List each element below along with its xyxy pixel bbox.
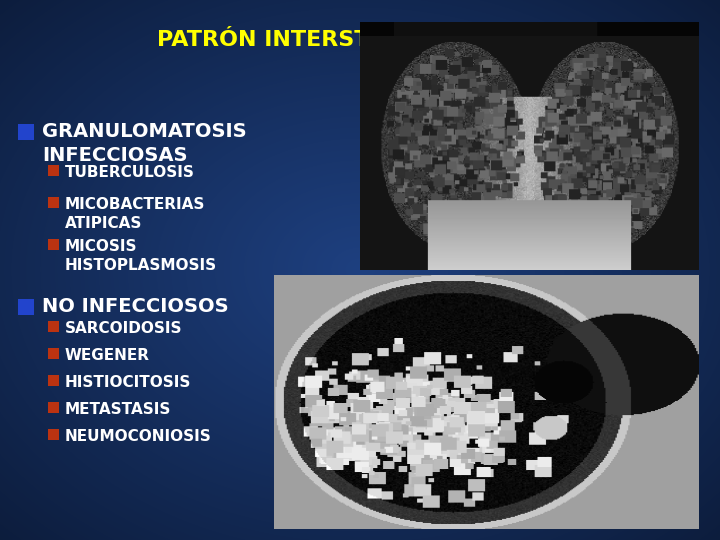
Bar [48,165,59,176]
Text: INFECCIOSAS: INFECCIOSAS [42,146,187,165]
Bar [48,321,59,332]
Text: METASTASIS: METASTASIS [65,402,171,417]
Bar [48,429,59,440]
Bar [48,197,59,208]
Bar [48,239,59,250]
Text: TUBERCULOSIS: TUBERCULOSIS [65,165,195,180]
Bar [48,348,59,359]
Bar [48,402,59,413]
Text: MICOBACTERIAS
ATIPICAS: MICOBACTERIAS ATIPICAS [65,197,205,231]
Text: NO INFECCIOSOS: NO INFECCIOSOS [42,297,229,316]
Text: PATRÓN INTERSTICIAL NODULAR: PATRÓN INTERSTICIAL NODULAR [157,30,563,50]
Bar [18,299,34,315]
Text: SARCOIDOSIS: SARCOIDOSIS [65,321,182,336]
Text: GRANULOMATOSIS: GRANULOMATOSIS [42,122,247,141]
Bar [48,375,59,386]
Text: MICOSIS
HISTOPLASMOSIS: MICOSIS HISTOPLASMOSIS [65,239,217,273]
Text: HISTIOCITOSIS: HISTIOCITOSIS [65,375,192,390]
Text: NEUMOCONIOSIS: NEUMOCONIOSIS [65,429,212,444]
Bar [18,124,34,140]
Text: WEGENER: WEGENER [65,348,150,363]
